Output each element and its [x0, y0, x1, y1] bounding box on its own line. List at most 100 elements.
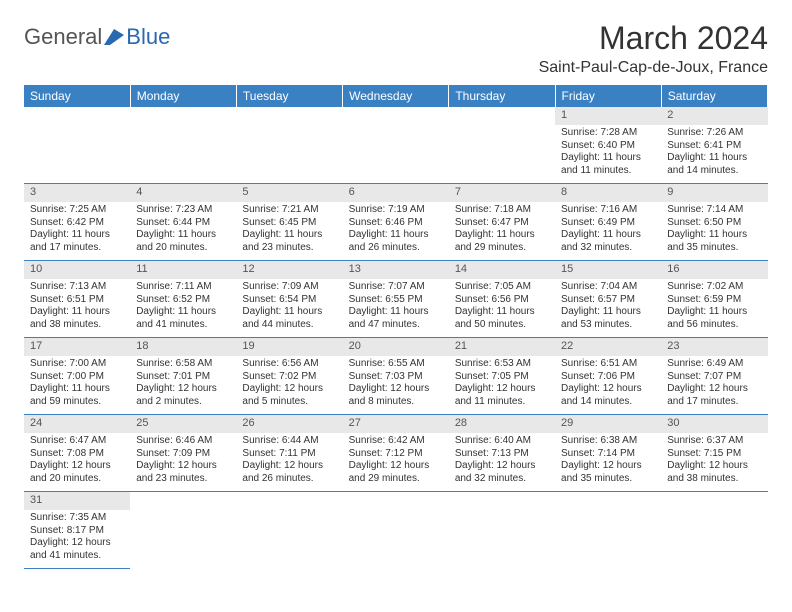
daylight-text: and 38 minutes.: [30, 319, 124, 332]
day-data-cell: Sunrise: 6:56 AMSunset: 7:02 PMDaylight:…: [236, 356, 342, 415]
day-number-cell: [130, 107, 236, 125]
day-data-cell: Sunrise: 7:02 AMSunset: 6:59 PMDaylight:…: [661, 279, 767, 338]
day-data-row: Sunrise: 6:47 AMSunset: 7:08 PMDaylight:…: [24, 433, 768, 492]
day-number-cell: 14: [449, 261, 555, 280]
daylight-text: and 5 minutes.: [242, 396, 336, 409]
daylight-text: and 23 minutes.: [242, 242, 336, 255]
daylight-text: Daylight: 12 hours: [136, 383, 230, 396]
day-number-cell: 1: [555, 107, 661, 125]
day-number-cell: 24: [24, 415, 130, 434]
day-number-cell: 22: [555, 338, 661, 357]
day-data-row: Sunrise: 7:13 AMSunset: 6:51 PMDaylight:…: [24, 279, 768, 338]
day-data-cell: [24, 125, 130, 184]
sunset-text: Sunset: 6:41 PM: [667, 140, 761, 153]
sunrise-text: Sunrise: 7:00 AM: [30, 358, 124, 371]
calendar-table: Sunday Monday Tuesday Wednesday Thursday…: [24, 85, 768, 569]
day-data-cell: Sunrise: 7:07 AMSunset: 6:55 PMDaylight:…: [343, 279, 449, 338]
sunrise-text: Sunrise: 6:51 AM: [561, 358, 655, 371]
daylight-text: and 14 minutes.: [667, 165, 761, 178]
sunrise-text: Sunrise: 7:05 AM: [455, 281, 549, 294]
day-data-cell: Sunrise: 7:13 AMSunset: 6:51 PMDaylight:…: [24, 279, 130, 338]
sunrise-text: Sunrise: 6:44 AM: [242, 435, 336, 448]
day-number-cell: [449, 492, 555, 511]
day-data-cell: [130, 125, 236, 184]
day-header: Sunday: [24, 85, 130, 107]
daylight-text: Daylight: 11 hours: [136, 229, 230, 242]
daylight-text: Daylight: 12 hours: [349, 383, 443, 396]
day-data-cell: Sunrise: 6:44 AMSunset: 7:11 PMDaylight:…: [236, 433, 342, 492]
day-data-cell: [343, 510, 449, 569]
daylight-text: and 11 minutes.: [561, 165, 655, 178]
day-data-cell: Sunrise: 7:18 AMSunset: 6:47 PMDaylight:…: [449, 202, 555, 261]
daylight-text: and 23 minutes.: [136, 473, 230, 486]
day-number-cell: 19: [236, 338, 342, 357]
daylight-text: Daylight: 11 hours: [667, 152, 761, 165]
sunrise-text: Sunrise: 7:25 AM: [30, 204, 124, 217]
sunset-text: Sunset: 6:59 PM: [667, 294, 761, 307]
sunrise-text: Sunrise: 7:26 AM: [667, 127, 761, 140]
day-number-cell: [236, 492, 342, 511]
day-data-cell: Sunrise: 7:23 AMSunset: 6:44 PMDaylight:…: [130, 202, 236, 261]
day-number-cell: [343, 107, 449, 125]
daylight-text: and 26 minutes.: [242, 473, 336, 486]
daylight-text: Daylight: 12 hours: [455, 383, 549, 396]
day-number-row: 17181920212223: [24, 338, 768, 357]
day-number-cell: [236, 107, 342, 125]
sunset-text: Sunset: 7:01 PM: [136, 371, 230, 384]
day-number-cell: 11: [130, 261, 236, 280]
day-data-cell: [661, 510, 767, 569]
sunset-text: Sunset: 6:55 PM: [349, 294, 443, 307]
day-number-cell: 8: [555, 184, 661, 203]
day-header: Wednesday: [343, 85, 449, 107]
day-number-cell: [661, 492, 767, 511]
sunrise-text: Sunrise: 6:47 AM: [30, 435, 124, 448]
day-data-cell: [449, 125, 555, 184]
sunrise-text: Sunrise: 7:07 AM: [349, 281, 443, 294]
daylight-text: and 44 minutes.: [242, 319, 336, 332]
daylight-text: Daylight: 11 hours: [242, 229, 336, 242]
sunrise-text: Sunrise: 7:11 AM: [136, 281, 230, 294]
sunset-text: Sunset: 6:49 PM: [561, 217, 655, 230]
day-data-cell: [236, 125, 342, 184]
sunrise-text: Sunrise: 6:42 AM: [349, 435, 443, 448]
sunset-text: Sunset: 6:45 PM: [242, 217, 336, 230]
daylight-text: and 26 minutes.: [349, 242, 443, 255]
day-header: Friday: [555, 85, 661, 107]
sunset-text: Sunset: 7:06 PM: [561, 371, 655, 384]
sunrise-text: Sunrise: 7:21 AM: [242, 204, 336, 217]
sunset-text: Sunset: 7:09 PM: [136, 448, 230, 461]
day-number-cell: 28: [449, 415, 555, 434]
daylight-text: Daylight: 11 hours: [455, 229, 549, 242]
sunset-text: Sunset: 6:46 PM: [349, 217, 443, 230]
daylight-text: and 35 minutes.: [667, 242, 761, 255]
daylight-text: Daylight: 12 hours: [349, 460, 443, 473]
sunset-text: Sunset: 7:14 PM: [561, 448, 655, 461]
daylight-text: and 53 minutes.: [561, 319, 655, 332]
day-number-cell: 5: [236, 184, 342, 203]
sunrise-text: Sunrise: 6:49 AM: [667, 358, 761, 371]
sunrise-text: Sunrise: 7:13 AM: [30, 281, 124, 294]
daylight-text: Daylight: 12 hours: [242, 460, 336, 473]
daylight-text: and 20 minutes.: [30, 473, 124, 486]
daylight-text: Daylight: 11 hours: [30, 306, 124, 319]
sunset-text: Sunset: 6:40 PM: [561, 140, 655, 153]
sunrise-text: Sunrise: 6:55 AM: [349, 358, 443, 371]
day-number-cell: 3: [24, 184, 130, 203]
day-data-cell: [130, 510, 236, 569]
day-data-cell: Sunrise: 7:21 AMSunset: 6:45 PMDaylight:…: [236, 202, 342, 261]
day-number-cell: 17: [24, 338, 130, 357]
daylight-text: and 14 minutes.: [561, 396, 655, 409]
sunrise-text: Sunrise: 7:09 AM: [242, 281, 336, 294]
day-data-cell: Sunrise: 7:09 AMSunset: 6:54 PMDaylight:…: [236, 279, 342, 338]
sunrise-text: Sunrise: 7:35 AM: [30, 512, 124, 525]
sunrise-text: Sunrise: 7:14 AM: [667, 204, 761, 217]
day-number-cell: 18: [130, 338, 236, 357]
logo-text-blue: Blue: [126, 24, 170, 50]
day-number-cell: 26: [236, 415, 342, 434]
daylight-text: and 41 minutes.: [136, 319, 230, 332]
day-data-cell: Sunrise: 7:25 AMSunset: 6:42 PMDaylight:…: [24, 202, 130, 261]
daylight-text: and 32 minutes.: [455, 473, 549, 486]
day-data-cell: Sunrise: 6:42 AMSunset: 7:12 PMDaylight:…: [343, 433, 449, 492]
daylight-text: Daylight: 12 hours: [455, 460, 549, 473]
day-number-row: 24252627282930: [24, 415, 768, 434]
